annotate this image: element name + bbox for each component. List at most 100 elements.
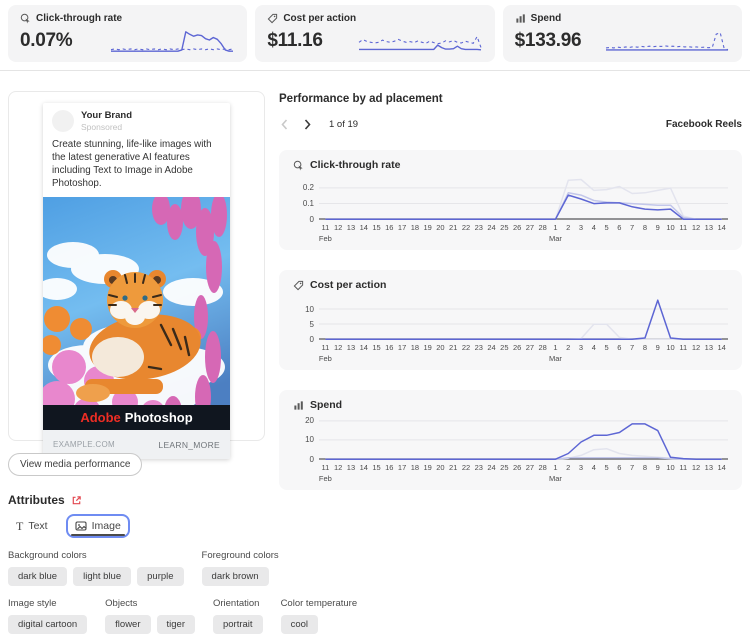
brand-word-adobe: Adobe [80,410,121,426]
brand-name: Your Brand [81,110,133,122]
image-icon [75,520,87,532]
y-axis-tick-label: 20 [305,416,314,426]
x-axis-tick-label: 7 [630,343,635,352]
tiger-illustration [43,197,230,431]
x-axis-tick-label: 15 [372,223,381,232]
view-media-performance-button[interactable]: View media performance [8,453,143,476]
x-axis-tick-label: 13 [346,343,356,352]
kpi-value: 0.07% [20,30,73,51]
chart-title: Cost per action [310,279,387,291]
y-axis-tick-label: 5 [309,319,314,329]
month-label: Feb [318,354,332,363]
x-axis-tick-label: 11 [321,463,330,472]
x-axis-tick-label: 1 [553,463,558,472]
x-axis-tick-label: 21 [449,463,458,472]
line-chart: 0 5 10 11 12 13 14 15 16 17 18 19 20 21 22 23 24 25 26 27 28… [305,296,728,364]
x-axis-tick-label: 11 [679,223,688,232]
pagination-counter: 1 of 19 [329,119,359,130]
x-axis-tick-label: 8 [642,463,647,472]
next-placement-button[interactable] [302,119,313,130]
tab-text[interactable]: T Text [8,515,56,537]
x-axis-tick-label: 14 [359,463,368,472]
x-axis-tick-label: 7 [630,463,635,472]
x-axis-tick-label: 8 [642,343,647,352]
x-axis-tick-label: 4 [591,343,596,352]
x-axis-tick-label: 5 [604,223,609,232]
previous-placement-button[interactable] [279,119,290,130]
chart-card-spend: Spend 0 10 20 11 12 13 14 15 16 17 18 19 20 21 22 23 24 2… [279,390,742,490]
x-axis-tick-label: 14 [717,463,726,472]
x-axis-tick-label: 11 [679,343,688,352]
x-axis-tick-label: 19 [423,463,432,472]
x-axis-tick-label: 15 [372,343,381,352]
x-axis-tick-label: 27 [525,463,535,472]
kpi-card-spend: Spend $133.96 [502,5,742,62]
ad-domain: EXAMPLE.COM [53,440,115,450]
x-axis-tick-label: 18 [410,223,420,232]
attribute-groups: Background colors dark blue light blue purp… [8,550,357,641]
x-axis-tick-label: 15 [372,463,381,472]
kpi-sparkline [357,25,483,52]
chart-card-cost-per-action: Cost per action 0 5 10 11 12 13 14 15 16 17 18 19 20… [279,270,742,370]
attribute-group: Orientation portrait [212,598,263,634]
ad-creative-image: Adobe Photoshop [43,197,230,431]
kpi-sparkline [109,25,235,52]
chart-plot-area: 0 0.1 0.2 [303,176,728,224]
ad-image-caption: Adobe Photoshop [43,405,230,431]
y-axis-tick-label: 0 [309,214,314,224]
x-axis-tick-label: 13 [346,463,356,472]
x-axis-tick-label: 2 [566,343,571,352]
text-icon: T [16,519,24,533]
attribute-row: Background colors dark blue light blue purp… [8,550,279,586]
x-axis-tick-label: 22 [461,223,471,232]
month-label: Feb [318,234,332,243]
attribute-group-label: Objects [105,598,138,609]
x-axis-tick-label: 21 [449,343,458,352]
x-axis-tick-label: 18 [410,463,420,472]
x-axis-tick-label: 21 [449,223,458,232]
x-axis-tick-label: 22 [461,343,471,352]
x-axis-tick-label: 13 [704,343,713,352]
learn-more-button[interactable]: LEARN_MORE [158,439,220,450]
x-axis-tick-label: 17 [397,343,407,352]
y-axis-tick-label: 0 [309,454,314,464]
x-axis-tick-label: 12 [334,223,343,232]
line-chart: 0 10 20 11 12 13 14 15 16 17 18 19 20 21 22 23 24 25 26 27 2… [305,416,728,484]
sponsored-label: Sponsored [81,121,123,132]
x-axis-tick-label: 3 [578,463,584,472]
month-labels: Feb Mar [319,473,728,484]
spend-icon [293,400,304,411]
x-axis-tick-label: 11 [321,343,330,352]
x-axis-tick-label: 20 [436,223,445,232]
ad-preview-container: Your Brand Sponsored Create stunning, li… [8,91,265,460]
x-axis-tick-label: 16 [385,223,394,232]
line-chart: 0 0.1 0.2 11 12 13 14 15 16 17 18 19 20 21 22 23 24 25 26 2… [303,176,728,244]
chart-plot-area: 0 10 20 [305,416,728,464]
x-axis-tick-label: 14 [717,343,726,352]
x-axis-tick-label: 4 [591,463,596,472]
x-axis-tick-label: 24 [487,343,496,352]
attribute-tag-list: dark blue light blue purple [8,567,184,586]
tab-image[interactable]: Image [65,514,130,538]
x-axis-tick-label: 9 [655,343,660,352]
x-axis-tick-label: 12 [334,463,343,472]
kpi-card-cost-per-action: Cost per action $11.16 [255,5,495,62]
click-through-rate-icon [293,160,304,171]
x-axis-tick-label: 28 [538,223,547,232]
attribute-group-label: Background colors [8,550,87,561]
x-axis-tick-label: 23 [474,343,483,352]
x-axis-tick-label: 9 [655,463,660,472]
x-axis-tick-label: 13 [346,223,356,232]
x-axis-tick-label: 12 [334,343,343,352]
month-label: Mar [548,474,562,483]
x-axis-tick-label: 28 [538,343,547,352]
attribute-tag: portrait [212,615,263,634]
y-axis-tick-label: 10 [305,304,314,314]
x-axis-tick-label: 14 [359,223,368,232]
performance-panel-title: Performance by ad placement [279,93,443,105]
attributes-external-link-icon[interactable] [71,495,82,506]
attribute-tag: dark blue [8,567,68,586]
attribute-group: Background colors dark blue light blue purp… [8,550,184,586]
spend-icon [515,13,526,24]
y-axis-tick-label: 0.2 [302,183,314,193]
